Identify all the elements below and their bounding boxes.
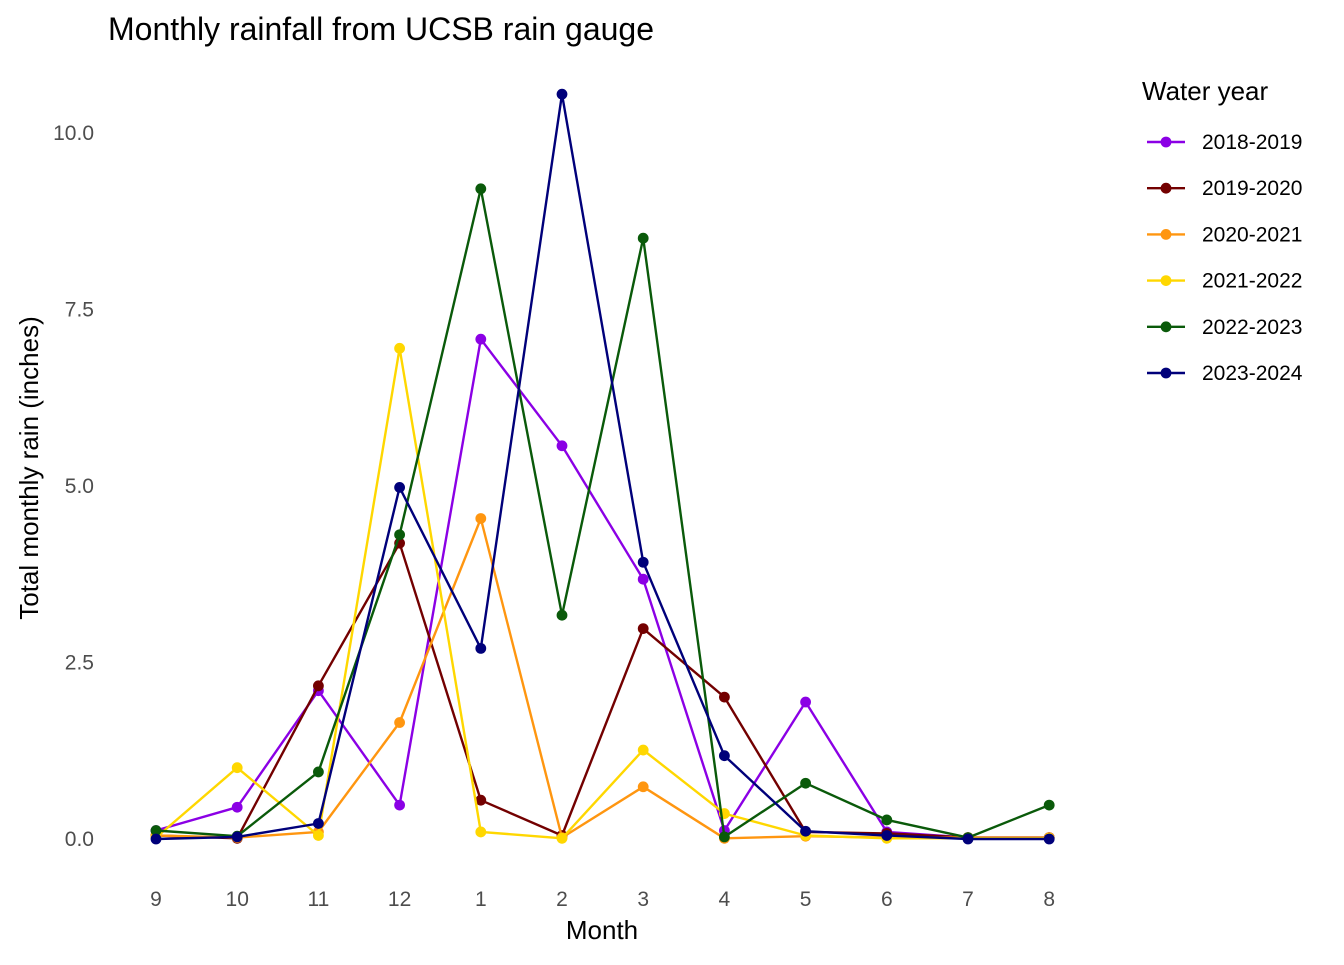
series-line-2023-2024: [154, 92, 1051, 841]
legend-key-point: [1160, 136, 1172, 148]
legend-label: 2023-2024: [1202, 362, 1303, 385]
legend-items: 2018-2019 2019-2020 2020-2021 2021-2022 2022…: [1147, 131, 1303, 385]
legend-key-point: [1160, 229, 1172, 240]
y-axis-label: Total monthly rain (inches): [14, 316, 44, 619]
series-layer: [150, 88, 1055, 845]
x-tick-label-11: 11: [307, 888, 329, 911]
x-axis-label: Month: [566, 915, 638, 945]
legend-item-2020-2021: 2020-2021: [1147, 223, 1302, 246]
series-2023-2024: [150, 88, 1055, 845]
y-tick-label-10-0: 10.0: [53, 122, 94, 145]
series-line-2021-2022: [154, 347, 1051, 840]
x-tick-label-2: 2: [556, 888, 568, 911]
legend-item-2018-2019: 2018-2019: [1147, 131, 1302, 154]
data-point-2022-2023-month-4: [719, 831, 730, 843]
legend-key-point: [1160, 321, 1172, 333]
data-point-2023-2024-month-3: [637, 556, 649, 568]
legend-item-2021-2022: 2021-2022: [1147, 270, 1302, 293]
data-point-2018-2019-month-3: [637, 573, 649, 585]
data-point-2018-2019-month-1: [475, 333, 487, 345]
data-point-2020-2021-month-12: [394, 717, 405, 728]
data-point-2023-2024-month-10: [231, 831, 243, 843]
data-point-2022-2023-month-9: [150, 825, 162, 836]
legend-title: Water year: [1142, 76, 1269, 106]
legend-label: 2018-2019: [1202, 131, 1302, 154]
x-tick-labels: 9 10 11 12 1 2 3 4 5 6 7 8: [150, 888, 1055, 911]
data-point-2022-2023-month-6: [881, 814, 893, 826]
x-tick-label-5: 5: [800, 888, 812, 911]
data-point-2023-2024-month-9: [150, 833, 162, 845]
y-tick-labels: 0.0 2.5 5.0 7.5 10.0: [53, 122, 94, 851]
series-2021-2022: [150, 342, 1055, 844]
legend-item-2023-2024: 2023-2024: [1147, 362, 1303, 385]
series-2018-2019: [150, 333, 1055, 843]
data-point-2018-2019-month-5: [800, 696, 811, 708]
data-point-2022-2023-month-8: [1043, 799, 1055, 811]
legend-label: 2022-2023: [1202, 316, 1302, 339]
data-point-2018-2019-month-12: [394, 799, 405, 811]
legend-label: 2019-2020: [1202, 177, 1302, 200]
data-point-2023-2024-month-6: [881, 830, 893, 841]
data-point-2018-2019-month-10: [231, 801, 243, 813]
x-tick-label-10: 10: [226, 888, 249, 911]
legend-key-point: [1160, 275, 1172, 286]
legend: Water year 2018-20192019-20202020-202120…: [1142, 76, 1303, 385]
x-tick-label-3: 3: [637, 888, 649, 911]
x-tick-label-1: 1: [475, 888, 487, 911]
legend-label: 2021-2022: [1202, 270, 1302, 293]
data-point-2022-2023-month-1: [475, 183, 487, 195]
data-point-2023-2024-month-7: [962, 833, 974, 845]
data-point-2023-2024-month-5: [800, 825, 811, 837]
x-tick-label-12: 12: [388, 888, 411, 911]
chart-title: Monthly rainfall from UCSB rain gauge: [108, 11, 654, 47]
data-point-2023-2024-month-1: [475, 642, 487, 654]
data-point-2021-2022-month-11: [313, 830, 324, 841]
data-point-2022-2023-month-2: [556, 609, 568, 621]
y-tick-label-0-0: 0.0: [65, 828, 94, 851]
legend-item-2022-2023: 2022-2023: [1147, 316, 1302, 339]
x-tick-label-6: 6: [881, 888, 893, 911]
legend-key-point: [1160, 182, 1172, 194]
x-tick-label-8: 8: [1043, 888, 1055, 911]
data-point-2022-2023-month-11: [313, 766, 324, 778]
data-point-2021-2022-month-3: [637, 744, 649, 756]
data-point-2022-2023-month-3: [637, 232, 649, 244]
data-point-2019-2020-month-3: [637, 623, 649, 635]
series-line-2018-2019: [154, 338, 1051, 839]
data-point-2019-2020-month-11: [313, 680, 324, 692]
y-tick-label-5-0: 5.0: [65, 475, 94, 498]
series-line-2022-2023: [154, 187, 1051, 839]
legend-key-point: [1160, 367, 1172, 379]
data-point-2023-2024-month-11: [313, 818, 324, 829]
legend-item-2019-2020: 2019-2020: [1147, 177, 1302, 200]
legend-label: 2020-2021: [1202, 223, 1302, 246]
data-point-2023-2024-month-2: [556, 88, 568, 100]
data-point-2023-2024-month-4: [719, 750, 730, 762]
data-point-2020-2021-month-1: [475, 513, 487, 524]
data-point-2022-2023-month-5: [800, 777, 811, 789]
data-point-2019-2020-month-4: [719, 691, 730, 703]
y-tick-label-7-5: 7.5: [65, 299, 94, 322]
data-point-2021-2022-month-2: [556, 832, 568, 844]
x-tick-label-4: 4: [719, 888, 731, 911]
data-point-2020-2021-month-3: [637, 781, 649, 793]
data-point-2023-2024-month-12: [394, 482, 405, 493]
y-tick-label-2-5: 2.5: [65, 652, 94, 675]
x-tick-label-7: 7: [962, 888, 974, 911]
data-point-2021-2022-month-12: [394, 342, 405, 354]
data-point-2022-2023-month-12: [394, 529, 405, 541]
data-point-2018-2019-month-2: [556, 440, 568, 452]
data-point-2019-2020-month-1: [475, 794, 487, 806]
series-line-2020-2021: [154, 517, 1051, 840]
data-point-2021-2022-month-10: [231, 762, 243, 774]
data-point-2021-2022-month-1: [475, 826, 487, 838]
x-tick-label-9: 9: [150, 888, 162, 911]
series-2022-2023: [150, 183, 1055, 843]
series-line-2019-2020: [154, 542, 1051, 840]
data-point-2023-2024-month-8: [1043, 833, 1055, 845]
